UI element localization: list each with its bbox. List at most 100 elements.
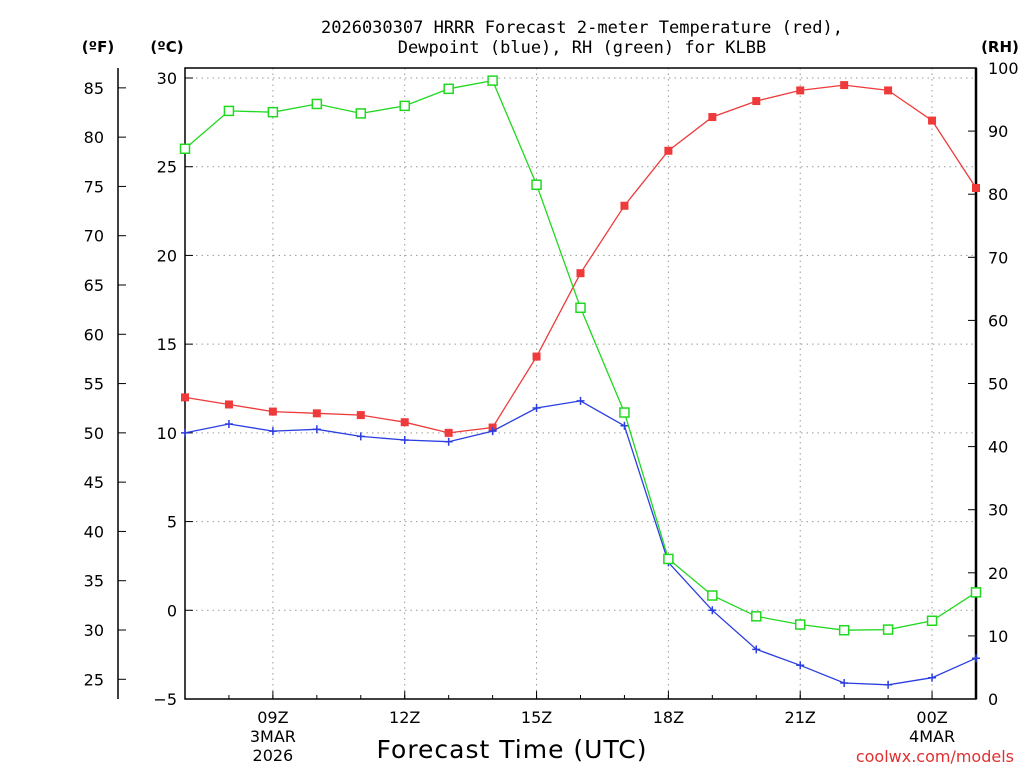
rh-point bbox=[751, 611, 762, 622]
rh-point bbox=[882, 624, 894, 635]
temperature-point bbox=[444, 428, 453, 437]
temperature-point bbox=[752, 97, 761, 106]
fahrenheit-tick-label: 30 bbox=[84, 621, 104, 640]
dewpoint-point bbox=[796, 661, 805, 670]
fahrenheit-tick-label: 70 bbox=[84, 227, 104, 246]
series-layer bbox=[179, 75, 982, 689]
chart-title-line-1: 2026030307 HRRR Forecast 2-meter Tempera… bbox=[321, 18, 843, 38]
temperature-point bbox=[796, 86, 805, 95]
celsius-tick-label: 15 bbox=[157, 335, 177, 354]
x-tick-label: 00Z bbox=[916, 708, 947, 727]
dewpoint-point bbox=[356, 432, 365, 441]
temperature-point bbox=[356, 411, 365, 420]
x-tick-label: 18Z bbox=[653, 708, 684, 727]
rh-point bbox=[223, 105, 235, 117]
x-tick-date: 4MAR bbox=[909, 727, 955, 746]
x-axis-label: Forecast Time (UTC) bbox=[377, 735, 648, 764]
rh-point bbox=[179, 143, 191, 155]
x-tick-year: 2026 bbox=[253, 746, 294, 765]
dewpoint-point bbox=[444, 437, 453, 446]
celsius-tick-label: 20 bbox=[157, 246, 177, 265]
rh-tick-label: 100 bbox=[988, 59, 1019, 78]
rh-tick-label: 50 bbox=[988, 375, 1008, 394]
fahrenheit-tick-label: 85 bbox=[84, 79, 104, 98]
x-tick-label: 15Z bbox=[521, 708, 552, 727]
rh-tick-label: 10 bbox=[988, 627, 1008, 646]
dewpoint-point bbox=[752, 645, 761, 654]
rh-tick-label: 0 bbox=[988, 690, 998, 709]
dewpoint-point bbox=[928, 673, 937, 682]
rh-point bbox=[531, 179, 542, 190]
temperature-point bbox=[312, 409, 321, 418]
dewpoint-point bbox=[532, 404, 541, 413]
dewpoint-point bbox=[181, 428, 189, 437]
dewpoint-point bbox=[840, 679, 849, 688]
rh-point bbox=[399, 100, 410, 112]
dewpoint-series bbox=[181, 396, 980, 689]
credit-link[interactable]: coolwx.com/models bbox=[856, 747, 1014, 766]
rh-unit-label: (RH) bbox=[981, 38, 1019, 56]
fahrenheit-tick-label: 55 bbox=[84, 375, 104, 394]
x-tick-label: 09Z bbox=[257, 708, 288, 727]
rh-point bbox=[794, 619, 806, 630]
dewpoint-point bbox=[708, 606, 717, 615]
rh-point bbox=[663, 553, 674, 565]
rh-tick-label: 90 bbox=[988, 122, 1008, 141]
rh-tick-label: 40 bbox=[988, 438, 1008, 457]
temperature-point bbox=[181, 393, 189, 402]
dewpoint-point bbox=[884, 680, 893, 689]
fahrenheit-tick-label: 45 bbox=[84, 473, 104, 492]
temperature-point bbox=[576, 269, 585, 278]
temperature-point bbox=[840, 81, 849, 90]
dewpoint-line bbox=[184, 400, 977, 686]
celsius-tick-label: −5 bbox=[153, 690, 177, 709]
temperature-series bbox=[181, 81, 980, 437]
fahrenheit-tick-label: 80 bbox=[84, 128, 104, 147]
dewpoint-point bbox=[268, 427, 277, 436]
rh-point bbox=[707, 590, 718, 601]
rh-point bbox=[926, 615, 938, 627]
dewpoint-point bbox=[312, 425, 321, 434]
temperature-point bbox=[972, 184, 980, 193]
temperature-point bbox=[224, 400, 233, 409]
chart-title-line-2: Dewpoint (blue), RH (green) for KLBB bbox=[398, 38, 766, 58]
rh-point bbox=[838, 624, 850, 636]
temperature-point bbox=[532, 352, 541, 361]
rh-point bbox=[575, 302, 586, 314]
rh-tick-label: 70 bbox=[988, 248, 1008, 267]
dewpoint-point bbox=[620, 421, 629, 430]
rh-tick-label: 30 bbox=[988, 501, 1008, 520]
dewpoint-point bbox=[576, 396, 585, 405]
fahrenheit-unit-label: (ºF) bbox=[82, 38, 114, 56]
fahrenheit-tick-label: 40 bbox=[84, 522, 104, 541]
celsius-tick-label: 30 bbox=[157, 69, 177, 88]
rh-tick-label: 80 bbox=[988, 185, 1008, 204]
x-tick-label: 21Z bbox=[785, 708, 816, 727]
temperature-point bbox=[884, 86, 893, 95]
rh-point bbox=[443, 83, 454, 95]
celsius-tick-label: 25 bbox=[157, 158, 177, 177]
gridlines bbox=[185, 68, 976, 700]
fahrenheit-tick-label: 60 bbox=[84, 325, 104, 344]
fahrenheit-tick-label: 50 bbox=[84, 424, 104, 443]
rh-point bbox=[619, 407, 630, 418]
rh-point bbox=[487, 75, 498, 86]
rh-point bbox=[970, 587, 982, 598]
dewpoint-point bbox=[400, 435, 409, 444]
temperature-point bbox=[268, 407, 277, 416]
rh-point bbox=[267, 106, 279, 118]
rh-point bbox=[311, 98, 323, 110]
x-tick-date: 3MAR bbox=[250, 727, 296, 746]
plot-frame bbox=[184, 67, 977, 700]
rh-series bbox=[179, 75, 982, 636]
temperature-point bbox=[400, 418, 409, 427]
fahrenheit-tick-label: 25 bbox=[84, 670, 104, 689]
rh-line bbox=[184, 79, 977, 631]
dewpoint-point bbox=[224, 419, 233, 428]
fahrenheit-tick-label: 65 bbox=[84, 276, 104, 295]
celsius-unit-label: (ºC) bbox=[150, 38, 183, 56]
rh-point bbox=[355, 108, 367, 119]
rh-tick-label: 60 bbox=[988, 311, 1008, 330]
temperature-point bbox=[620, 201, 629, 210]
